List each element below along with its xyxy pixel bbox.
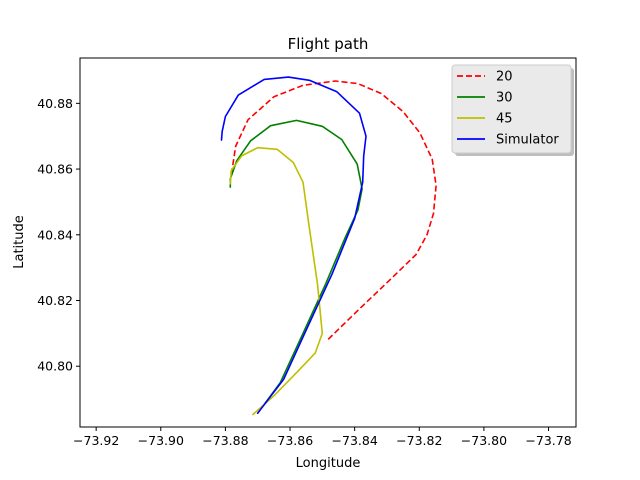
x-ticks: −73.92 −73.90 −73.88 −73.86 −73.84 −73.82 −73.… <box>73 427 572 448</box>
x-tick-label: −73.88 <box>202 433 248 448</box>
x-tick-label: −73.90 <box>138 433 184 448</box>
legend: 20 30 45 Simulator <box>451 64 574 156</box>
x-tick-label: −73.86 <box>267 433 313 448</box>
x-tick-label: −73.80 <box>461 433 507 448</box>
x-axis-label: Longitude <box>296 456 361 471</box>
y-tick-label: 40.82 <box>37 293 73 308</box>
chart-title: Flight path <box>288 35 369 53</box>
x-tick-label: −73.82 <box>396 433 442 448</box>
series-line-45 <box>229 146 324 416</box>
series-layer <box>220 76 437 416</box>
series-line-20 <box>230 80 437 340</box>
legend-items: 20 30 45 Simulator <box>457 70 559 148</box>
y-tick-label: 40.80 <box>37 359 73 374</box>
y-ticks: 40.80 40.82 40.84 40.86 40.88 <box>37 96 80 374</box>
series-line-30 <box>229 119 363 414</box>
x-tick-label: −73.78 <box>525 433 571 448</box>
y-tick-label: 40.84 <box>37 227 73 242</box>
y-tick-label: 40.88 <box>37 96 73 111</box>
x-tick-label: −73.84 <box>332 433 378 448</box>
x-tick-label: −73.92 <box>73 433 119 448</box>
legend-box <box>451 64 572 154</box>
y-axis-label: Latitude <box>12 215 27 269</box>
legend-label-simulator: Simulator <box>496 133 559 148</box>
axes-frame <box>79 57 577 428</box>
y-tick-label: 40.86 <box>37 162 73 177</box>
legend-label-30: 30 <box>496 91 513 106</box>
series-line-simulator <box>220 76 367 414</box>
legend-label-20: 20 <box>496 70 513 85</box>
legend-label-45: 45 <box>496 112 513 127</box>
